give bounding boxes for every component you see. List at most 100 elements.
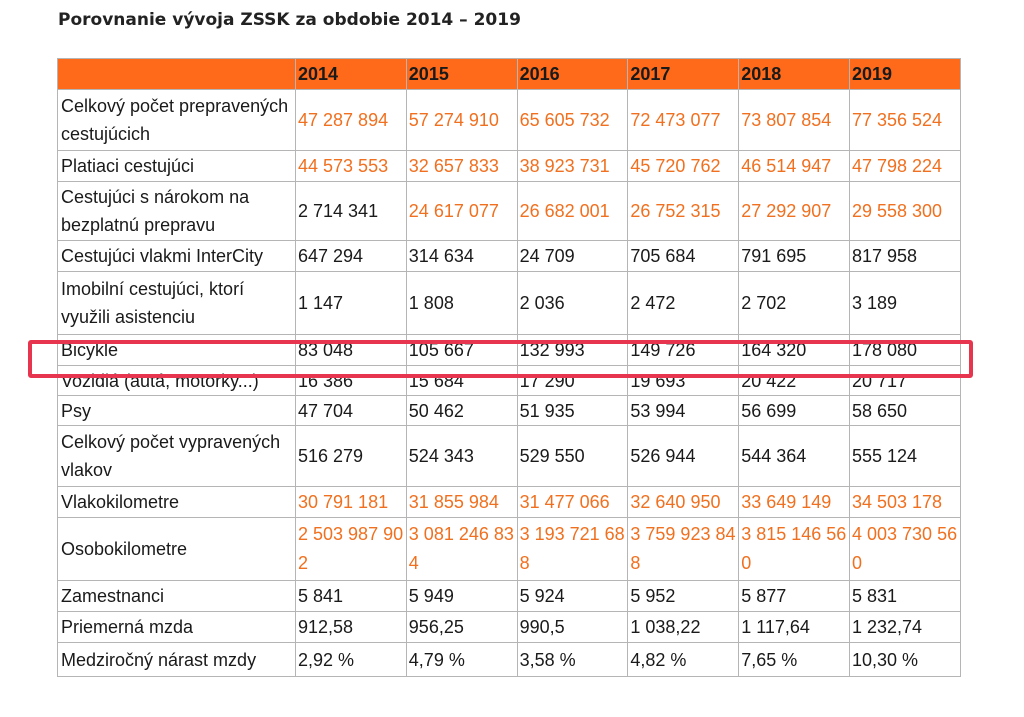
table-cell: 990,5 [516, 611, 629, 643]
table-row: Psy 47 704 50 462 51 935 53 994 56 699 5… [57, 395, 961, 426]
table-cell: 29 558 300 [848, 181, 961, 241]
table-cell: 4,79 % [405, 642, 518, 677]
table-row: Vozidlá (autá, motorky...) 16 386 15 684… [57, 365, 961, 396]
table-cell: 73 807 854 [738, 89, 850, 151]
table-cell: 51 935 [516, 395, 629, 426]
table-cell: 24 617 077 [405, 181, 518, 241]
table-cell: 647 294 [295, 240, 407, 272]
zssk-comparison-table: 2014 2015 2016 2017 2018 2019 Celkový po… [57, 58, 961, 677]
table-cell: 15 684 [405, 365, 518, 396]
table-cell: 3,58 % [516, 642, 629, 677]
table-cell: 912,58 [295, 611, 407, 643]
page-title: Porovnanie vývoja ZSSK za obdobie 2014 –… [58, 10, 521, 30]
table-row: Priemerná mzda 912,58 956,25 990,5 1 038… [57, 611, 961, 643]
table-cell: 1 147 [295, 271, 407, 335]
table-cell: 26 752 315 [627, 181, 740, 241]
table-cell: 33 649 149 [738, 486, 850, 518]
table-cell: 34 503 178 [848, 486, 961, 518]
table-cell: 20 717 [848, 365, 961, 396]
table-row: Cestujúci s nárokom na bezplatnú preprav… [57, 181, 961, 241]
table-row: Medziročný nárast mzdy 2,92 % 4,79 % 3,5… [57, 642, 961, 677]
table-cell: 132 993 [516, 334, 629, 366]
row-label: Cestujúci s nárokom na bezplatnú preprav… [57, 181, 296, 241]
table-cell: 1 038,22 [627, 611, 740, 643]
table-cell: 2 472 [627, 271, 740, 335]
table-cell: 1 808 [405, 271, 518, 335]
row-label: Vlakokilometre [57, 486, 296, 518]
table-cell: 4 003 730 560 [848, 517, 961, 581]
table-cell: 2,92 % [295, 642, 407, 677]
table-cell: 1 117,64 [738, 611, 850, 643]
table-cell: 791 695 [738, 240, 850, 272]
year-header: 2014 [295, 58, 407, 90]
table-cell: 19 693 [627, 365, 740, 396]
table-cell: 3 815 146 560 [738, 517, 850, 581]
table-cell: 5 952 [627, 580, 740, 612]
row-label: Bicykle [57, 334, 296, 366]
row-label: Imobilní cestujúci, ktorí využili asiste… [57, 271, 296, 335]
table-cell: 705 684 [627, 240, 740, 272]
year-header: 2016 [516, 58, 629, 90]
table-cell: 56 699 [738, 395, 850, 426]
table-row: Imobilní cestujúci, ktorí využili asiste… [57, 271, 961, 335]
row-label: Vozidlá (autá, motorky...) [57, 365, 296, 396]
year-header: 2017 [627, 58, 740, 90]
table-cell: 10,30 % [848, 642, 961, 677]
table-cell: 20 422 [738, 365, 850, 396]
table-cell: 65 605 732 [516, 89, 629, 151]
table-cell: 3 759 923 848 [627, 517, 740, 581]
table-cell: 524 343 [405, 425, 518, 487]
table-cell: 2 702 [738, 271, 850, 335]
table-cell: 72 473 077 [627, 89, 740, 151]
table-cell: 3 081 246 834 [405, 517, 518, 581]
table-cell: 2 714 341 [295, 181, 407, 241]
header-corner [57, 58, 296, 90]
table-cell: 47 287 894 [295, 89, 407, 151]
table-cell: 956,25 [405, 611, 518, 643]
table-cell: 5 841 [295, 580, 407, 612]
table-row: Zamestnanci 5 841 5 949 5 924 5 952 5 87… [57, 580, 961, 612]
table-cell: 44 573 553 [295, 150, 407, 182]
table-cell: 58 650 [848, 395, 961, 426]
table-cell: 26 682 001 [516, 181, 629, 241]
table-cell: 555 124 [848, 425, 961, 487]
table-cell: 31 477 066 [516, 486, 629, 518]
table-cell: 178 080 [848, 334, 961, 366]
table-cell: 3 189 [848, 271, 961, 335]
table-row: Celkový počet vypravených vlakov 516 279… [57, 425, 961, 487]
table-cell: 24 709 [516, 240, 629, 272]
table-cell: 17 290 [516, 365, 629, 396]
table-cell: 3 193 721 688 [516, 517, 629, 581]
table-cell: 45 720 762 [627, 150, 740, 182]
row-label: Osobokilometre [57, 517, 296, 581]
table-cell: 50 462 [405, 395, 518, 426]
table-row: Vlakokilometre 30 791 181 31 855 984 31 … [57, 486, 961, 518]
table-cell: 164 320 [738, 334, 850, 366]
table-cell: 16 386 [295, 365, 407, 396]
row-label: Psy [57, 395, 296, 426]
year-header: 2019 [848, 58, 961, 90]
table-cell: 47 704 [295, 395, 407, 426]
table-cell: 526 944 [627, 425, 740, 487]
year-header: 2018 [738, 58, 850, 90]
table-row: Osobokilometre 2 503 987 902 3 081 246 8… [57, 517, 961, 581]
row-label: Zamestnanci [57, 580, 296, 612]
table-cell: 1 232,74 [848, 611, 961, 643]
table-cell: 817 958 [848, 240, 961, 272]
table-cell: 32 640 950 [627, 486, 740, 518]
table-cell: 105 667 [405, 334, 518, 366]
row-label: Platiaci cestujúci [57, 150, 296, 182]
table-cell: 314 634 [405, 240, 518, 272]
table-cell: 30 791 181 [295, 486, 407, 518]
table-cell: 529 550 [516, 425, 629, 487]
year-header: 2015 [405, 58, 518, 90]
table-cell: 5 831 [848, 580, 961, 612]
header-row: 2014 2015 2016 2017 2018 2019 [57, 58, 961, 90]
row-label: Celkový počet prepravených cestujúcich [57, 89, 296, 151]
row-label: Priemerná mzda [57, 611, 296, 643]
table-cell: 516 279 [295, 425, 407, 487]
row-label: Cestujúci vlakmi InterCity [57, 240, 296, 272]
table-cell: 46 514 947 [738, 150, 850, 182]
table-cell: 27 292 907 [738, 181, 850, 241]
table-cell: 47 798 224 [848, 150, 961, 182]
